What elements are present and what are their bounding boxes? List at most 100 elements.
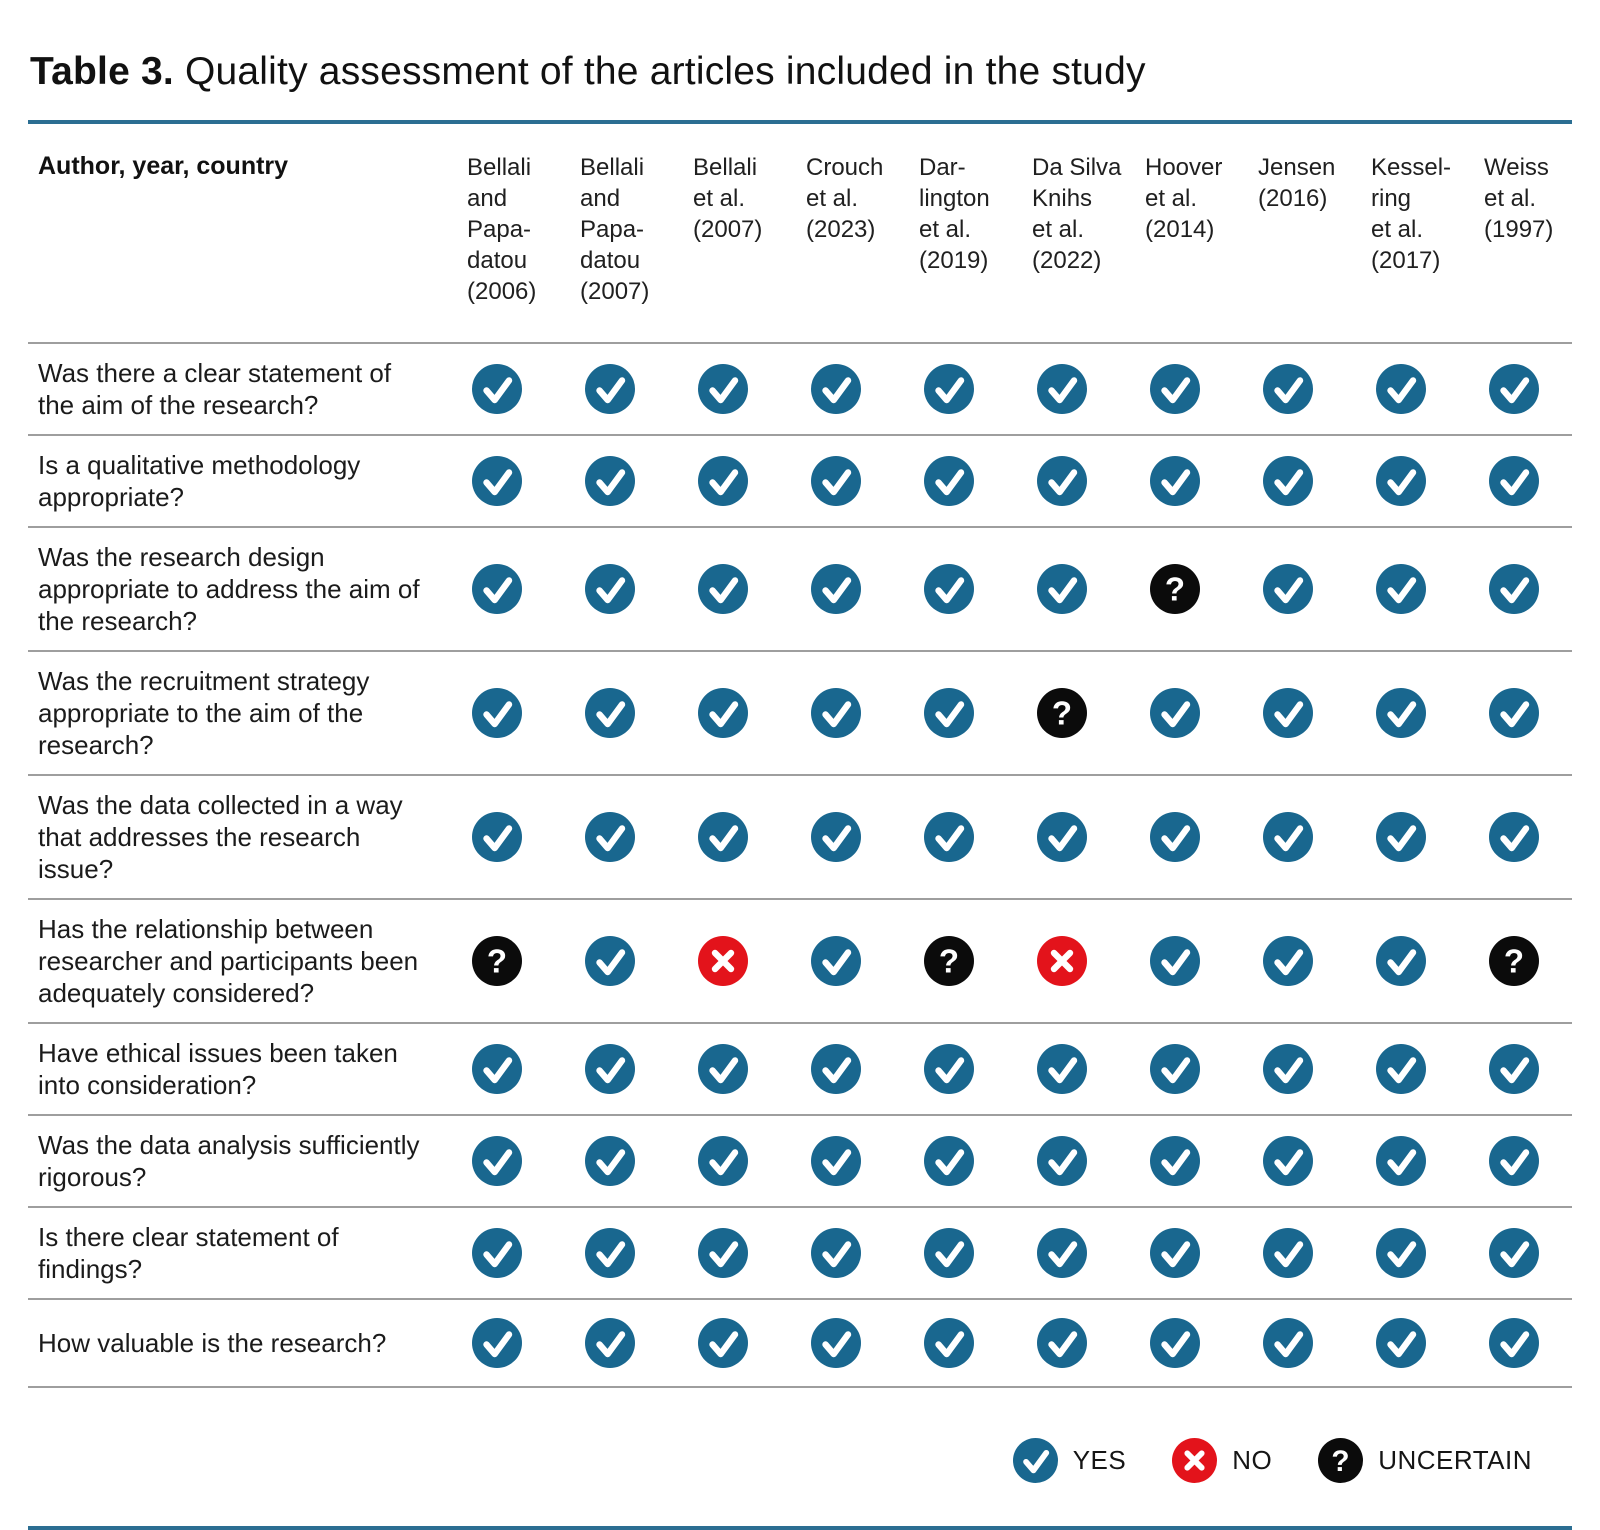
yes-icon	[697, 688, 748, 738]
table-row: Was the data analysis sufficiently rigor…	[28, 1114, 1572, 1206]
yes-icon	[923, 456, 974, 506]
yes-icon	[1262, 1318, 1313, 1368]
yes-icon	[697, 1318, 748, 1368]
question-label: Is there clear statement of findings?	[38, 1222, 339, 1284]
column-header-study: Jensen (2016)	[1258, 154, 1336, 212]
answer-cells: ???	[440, 936, 1570, 986]
column-header-study: Bellali and Papa- datou (2006)	[467, 154, 537, 305]
svg-text:?: ?	[1332, 1444, 1350, 1477]
yes-icon	[1149, 456, 1200, 506]
table-row: Was the research design appropriate to a…	[28, 526, 1572, 650]
yes-icon	[1036, 364, 1087, 414]
yes-icon	[810, 456, 861, 506]
yes-icon	[1036, 564, 1087, 614]
column-header-study: Hoover et al. (2014)	[1145, 154, 1223, 243]
yes-icon	[697, 456, 748, 506]
table-row: Have ethical issues been taken into cons…	[28, 1022, 1572, 1114]
yes-icon	[1488, 456, 1539, 506]
yes-icon	[810, 936, 861, 986]
uncertain-icon: ?	[1036, 688, 1087, 738]
yes-icon	[810, 364, 861, 414]
yes-icon	[923, 1044, 974, 1094]
yes-icon	[1488, 1318, 1539, 1368]
answer-cells	[440, 364, 1570, 414]
answer-cells	[440, 1136, 1570, 1186]
question-label: How valuable is the research?	[38, 1328, 387, 1358]
svg-text:?: ?	[938, 943, 958, 980]
column-header-study: Crouch et al. (2023)	[806, 154, 884, 243]
top-rule	[28, 120, 1572, 124]
yes-icon	[810, 1228, 861, 1278]
yes-icon	[1375, 1136, 1426, 1186]
yes-icon	[584, 1228, 635, 1278]
column-header-study: Kessel- ring et al. (2017)	[1371, 154, 1452, 274]
yes-icon	[697, 812, 748, 862]
legend-label-yes: YES	[1072, 1444, 1127, 1475]
column-header-study: Bellali and Papa- datou (2007)	[580, 154, 650, 305]
question-label: Was the recruitment strategy appropriate…	[38, 666, 370, 760]
yes-icon	[1036, 1136, 1087, 1186]
column-header-study: Bellali et al. (2007)	[693, 154, 763, 243]
yes-icon	[1375, 812, 1426, 862]
yes-icon	[1375, 1228, 1426, 1278]
question-label: Was the data collected in a way that add…	[38, 790, 403, 884]
yes-icon	[923, 1136, 974, 1186]
yes-icon	[1149, 1318, 1200, 1368]
answer-cells: ?	[440, 688, 1570, 738]
yes-icon	[584, 1044, 635, 1094]
answer-cells	[440, 1228, 1570, 1278]
column-header-study: Da Silva Knihs et al. (2022)	[1032, 154, 1122, 274]
table-row: Is a qualitative methodology appropriate…	[28, 434, 1572, 526]
svg-text:?: ?	[486, 943, 506, 980]
yes-icon	[1488, 1136, 1539, 1186]
yes-icon	[1375, 364, 1426, 414]
svg-text:?: ?	[1051, 695, 1071, 732]
yes-icon	[584, 1136, 635, 1186]
yes-icon	[697, 1228, 748, 1278]
yes-icon	[697, 364, 748, 414]
uncertain-icon: ?	[923, 936, 974, 986]
question-label: Is a qualitative methodology appropriate…	[38, 450, 361, 512]
yes-icon	[1375, 564, 1426, 614]
yes-icon	[584, 364, 635, 414]
yes-icon	[1012, 1437, 1058, 1483]
yes-icon	[584, 1318, 635, 1368]
column-header-author: Author, year, country	[38, 152, 289, 180]
uncertain-icon: ?	[1318, 1437, 1364, 1483]
question-label: Was the research design appropriate to a…	[38, 542, 420, 636]
answer-cells	[440, 456, 1570, 506]
yes-icon	[1036, 456, 1087, 506]
yes-icon	[584, 564, 635, 614]
no-icon	[1172, 1437, 1218, 1483]
yes-icon	[1149, 364, 1200, 414]
table-row: Has the relationship between researcher …	[28, 898, 1572, 1022]
yes-icon	[1488, 564, 1539, 614]
yes-icon	[1149, 1136, 1200, 1186]
yes-icon	[1036, 1318, 1087, 1368]
table-number: Table 3.	[30, 50, 174, 93]
yes-icon	[810, 812, 861, 862]
table-caption: Table 3. Quality assessment of the artic…	[28, 0, 1572, 120]
table-row: Is there clear statement of findings?	[28, 1206, 1572, 1298]
yes-icon	[471, 1318, 522, 1368]
yes-icon	[1375, 688, 1426, 738]
yes-icon	[1375, 1318, 1426, 1368]
yes-icon	[1149, 812, 1200, 862]
yes-icon	[810, 688, 861, 738]
answer-cells	[440, 812, 1570, 862]
table-header-row: Author, year, country Bellali and Papa- …	[28, 124, 1572, 342]
yes-icon	[697, 1136, 748, 1186]
yes-icon	[923, 688, 974, 738]
yes-icon	[1375, 1044, 1426, 1094]
yes-icon	[923, 1228, 974, 1278]
yes-icon	[1149, 1044, 1200, 1094]
column-header-study: Weiss et al. (1997)	[1484, 154, 1554, 243]
yes-icon	[1488, 364, 1539, 414]
table-row: Was the recruitment strategy appropriate…	[28, 650, 1572, 774]
yes-icon	[1262, 564, 1313, 614]
yes-icon	[471, 812, 522, 862]
yes-icon	[923, 812, 974, 862]
bottom-rule	[28, 1526, 1572, 1530]
legend-item-yes: YES	[1012, 1437, 1127, 1483]
